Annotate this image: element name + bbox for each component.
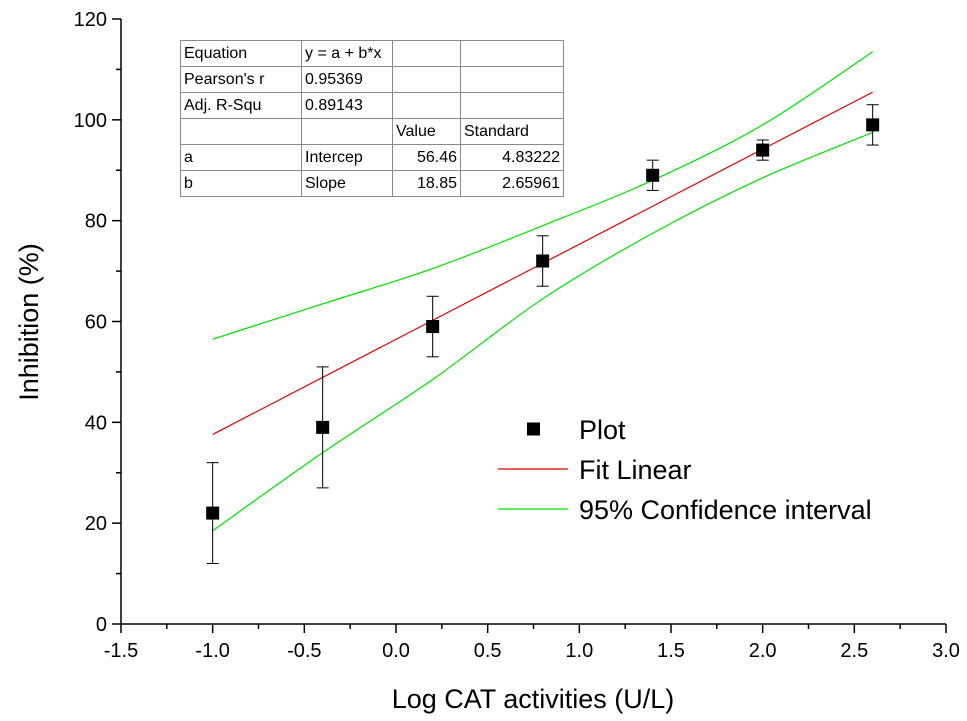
data-point [646,168,660,182]
data-point [316,420,330,434]
fit-table-row: Equation y = a + b*x [180,40,564,67]
fit-table-cell [460,40,564,67]
fit-table-cell: 0.89143 [301,92,393,119]
fit-table-cell: 56.46 [392,144,461,171]
data-point-group [756,139,770,161]
y-tick-label: 100 [74,110,107,132]
data-point-group [536,235,550,287]
fit-table-cell: Intercep [301,144,393,171]
fit-table-cell: 18.85 [392,170,461,197]
data-point [206,506,220,520]
fit-table-cell [460,92,564,119]
x-tick-label: -0.5 [287,640,321,662]
fit-table-cell: 0.95369 [301,66,393,93]
fit-table-cell [392,66,461,93]
fit-table-row: a Intercep 56.46 4.83222 [180,144,564,171]
fit-table-cell [460,66,564,93]
legend-label: Fit Linear [579,455,692,485]
fit-table-cell: Slope [301,170,393,197]
fit-table-cell [301,118,393,145]
x-tick-label: 2.0 [749,640,777,662]
x-tick-label: 0.5 [474,640,502,662]
y-tick-label: 80 [85,211,107,233]
fit-table-cell: y = a + b*x [301,40,393,67]
fit-table-cell [392,40,461,67]
fit-table-cell: Pearson's r [180,66,302,93]
data-point [536,254,550,268]
fit-table-cell: Standard [460,118,564,145]
fit-table-cell [392,92,461,119]
fit-table-row: b Slope 18.85 2.65961 [180,170,564,197]
data-point-group [646,159,660,191]
x-axis-title: Log CAT activities (U/L) [392,684,675,714]
y-tick-label: 20 [85,513,107,535]
x-tick-label: 3.0 [932,640,960,662]
x-tick-label: -1.5 [104,640,138,662]
data-point-group [866,104,880,146]
fit-table-cell: a [180,144,302,171]
confidence-upper-line [212,51,873,340]
fit-table-row: Adj. R-Squ 0.89143 [180,92,564,119]
x-tick-label: 2.5 [840,640,868,662]
legend-marker-plot [527,422,540,436]
data-point-group [206,462,220,564]
fit-table-row: Pearson's r 0.95369 [180,66,564,93]
fit-table-cell: 4.83222 [460,144,564,171]
data-point [756,143,770,157]
fit-results-table: Equation y = a + b*x Pearson's r 0.95369 Adj… [180,40,564,197]
x-tick-label: 1.0 [565,640,593,662]
y-tick-label: 120 [74,9,107,31]
data-point-group [316,366,330,489]
fit-table-cell: Value [392,118,461,145]
x-tick-label: -1.0 [195,640,229,662]
legend-label: 95% Confidence interval [579,495,872,525]
fit-table-cell: b [180,170,302,197]
x-tick-label: 1.5 [657,640,685,662]
y-tick-label: 0 [96,614,107,636]
data-point [866,118,880,132]
fit-table-cell: Equation [180,40,302,67]
axes: -1.5 -1.0 -0.5 0.0 0.5 1.0 1.5 2.0 2.5 3.0 0 20 40 60… [74,9,960,662]
data-points-layer [206,104,880,564]
data-point-group [426,295,440,358]
legend: Plot Fit Linear 95% Confidence interval [498,415,872,525]
fit-table-row: Value Standard [180,118,564,145]
fit-table-cell: 2.65961 [460,170,564,197]
fit-table-cell: Adj. R-Squ [180,92,302,119]
fit-table-cell [180,118,302,145]
y-tick-label: 60 [85,312,107,334]
y-axis-title: Inhibition (%) [14,243,44,401]
x-tick-label: 0.0 [382,640,410,662]
y-tick-label: 40 [85,412,107,434]
data-point [426,320,440,334]
legend-label: Plot [579,415,626,445]
